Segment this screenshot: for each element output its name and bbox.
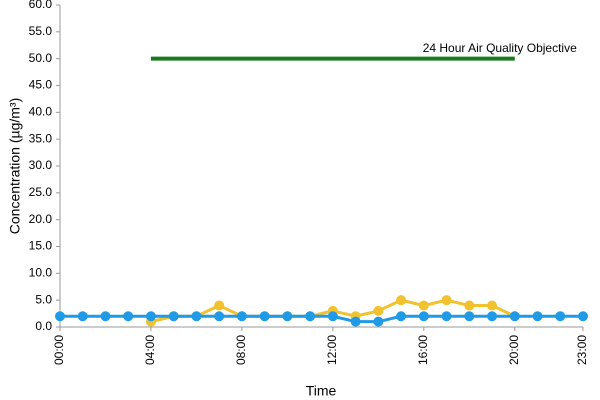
y-tick-label: 60.0 [29, 0, 53, 11]
data-point [77, 311, 88, 322]
data-point [373, 316, 384, 327]
data-point [214, 311, 225, 322]
data-point [191, 311, 202, 322]
y-tick-label: 40.0 [29, 105, 53, 119]
data-point [145, 311, 156, 322]
x-tick-label: 04:00 [143, 335, 157, 365]
x-tick-label: 20:00 [507, 335, 521, 365]
data-point [464, 300, 475, 311]
data-point [464, 311, 475, 322]
series-line [60, 314, 583, 324]
data-point [327, 311, 338, 322]
data-point [441, 311, 452, 322]
data-point [441, 295, 452, 306]
data-point [259, 311, 270, 322]
y-tick-label: 35.0 [29, 131, 53, 145]
data-point [100, 311, 111, 322]
y-tick-label: 0.0 [35, 319, 52, 333]
y-tick-label: 50.0 [29, 51, 53, 65]
x-tick-label: 23:00 [575, 335, 589, 365]
data-point [487, 311, 498, 322]
x-tick-label: 12:00 [325, 335, 339, 365]
data-point [418, 300, 429, 311]
data-point [350, 316, 361, 327]
data-point [532, 311, 543, 322]
y-tick-label: 55.0 [29, 24, 53, 38]
data-point [55, 311, 65, 322]
data-point [168, 311, 179, 322]
data-point [373, 305, 384, 316]
data-point [214, 300, 225, 311]
data-point [555, 311, 566, 322]
y-axis-title: Concentration (µg/m³) [7, 98, 23, 234]
y-tick-label: 25.0 [29, 185, 53, 199]
x-axis-title: Time [306, 383, 337, 399]
y-tick-label: 5.0 [35, 292, 52, 306]
y-tick-label: 45.0 [29, 78, 53, 92]
data-point [509, 311, 520, 322]
y-tick-label: 30.0 [29, 158, 53, 172]
data-point [236, 311, 247, 322]
data-point [123, 311, 134, 322]
data-point [578, 311, 588, 322]
x-tick-label: 16:00 [416, 335, 430, 365]
x-tick-label: 08:00 [234, 335, 248, 365]
y-tick-label: 10.0 [29, 266, 53, 280]
data-point [305, 311, 316, 322]
data-point [396, 295, 407, 306]
data-point [487, 300, 498, 311]
line-annotation: 24 Hour Air Quality Objective [423, 41, 577, 55]
y-tick-label: 20.0 [29, 212, 53, 226]
y-tick-label: 15.0 [29, 239, 53, 253]
data-point [282, 311, 293, 322]
x-tick-label: 00:00 [52, 335, 66, 365]
data-point [418, 311, 429, 322]
data-point [396, 311, 407, 322]
